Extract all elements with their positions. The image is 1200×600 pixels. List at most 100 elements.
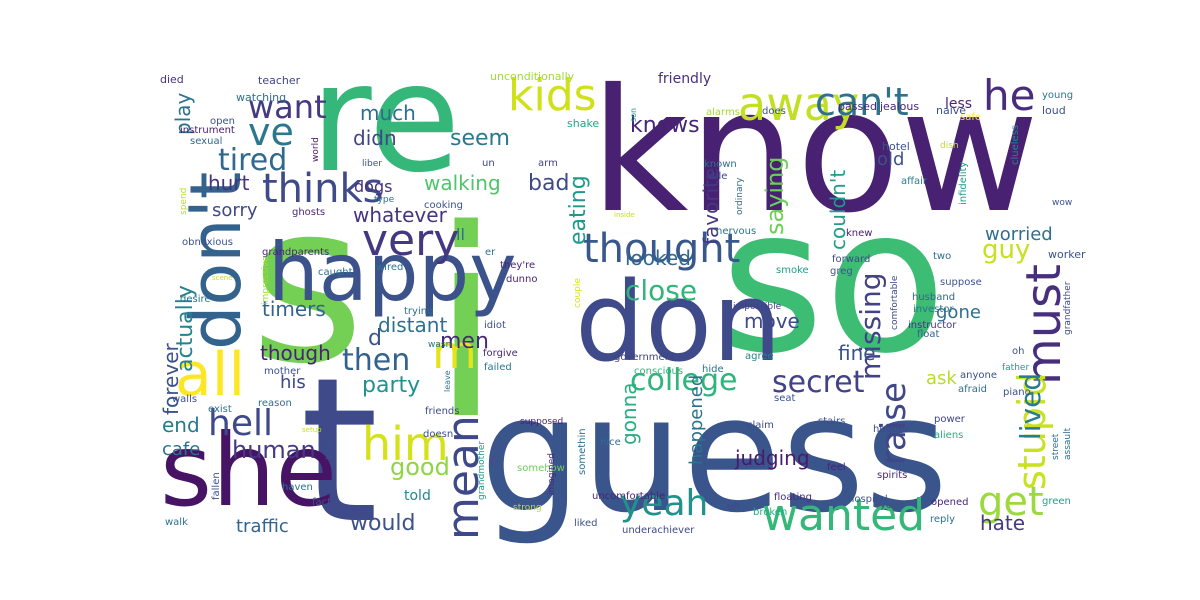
word-son: son — [629, 108, 638, 122]
word-dish: dish — [940, 141, 959, 151]
word-cooking: cooking — [424, 200, 463, 211]
word-get: get — [978, 479, 1044, 525]
word-much: much — [360, 101, 416, 125]
word-teacher: teacher — [258, 74, 301, 87]
word-doesn: doesn — [423, 429, 453, 440]
word-good: good — [390, 453, 450, 481]
word-very: very — [362, 215, 459, 266]
word-smoke: smoke — [776, 265, 809, 276]
word-move: move — [744, 309, 800, 333]
word-timers: timers — [262, 297, 326, 321]
word-does: does — [762, 106, 786, 117]
word-must: must — [1016, 264, 1072, 385]
word-trying: trying — [404, 306, 433, 317]
word-forward: forward — [832, 254, 870, 265]
word-looked: looked — [625, 246, 691, 270]
word-bad: bad — [528, 171, 569, 196]
word-kind: kind — [325, 441, 335, 460]
word-wow: wow — [1052, 198, 1072, 208]
word-scene: scene — [212, 274, 233, 282]
word-somehow: somehow — [517, 463, 565, 474]
word-assault: assault — [1063, 427, 1073, 460]
word-cafe: cafe — [162, 439, 200, 460]
word-oh: oh — [1012, 346, 1024, 357]
word-though: though — [260, 341, 331, 365]
word-want: want — [248, 88, 327, 126]
word-wired: wired — [376, 262, 403, 273]
word-he: he — [983, 71, 1035, 120]
word-known: known — [704, 159, 737, 170]
word-supposed: supposed — [520, 417, 563, 427]
word-walking: walking — [424, 171, 501, 195]
word-reason: reason — [258, 398, 292, 409]
word-young: young — [1042, 90, 1073, 101]
word-spirits: spirits — [877, 470, 907, 481]
word-green: green — [1042, 496, 1071, 507]
word-party: party — [362, 373, 420, 398]
word-hell: hell — [208, 403, 273, 444]
word-knows: knows — [630, 113, 700, 138]
word-couple: couple — [573, 278, 583, 308]
word-happened: happened — [686, 375, 707, 465]
word-hotel: hotel — [882, 140, 910, 153]
word-haven: haven — [282, 482, 313, 493]
word-old: old — [877, 149, 904, 170]
word-idiot: idiot — [484, 320, 506, 331]
word-kids: kids — [508, 70, 597, 121]
word-all: all — [175, 340, 245, 410]
word-suppose: suppose — [940, 277, 982, 288]
word-alarms: alarms — [706, 107, 740, 118]
word-she: she — [160, 412, 337, 529]
word-t: t — [300, 335, 378, 568]
word-whatever: whatever — [353, 203, 448, 227]
word-ask: ask — [926, 368, 957, 389]
word-floating: floating — [774, 492, 812, 503]
word-happy: happy — [268, 226, 517, 319]
word-end: end — [162, 413, 200, 437]
word-don: don — [575, 258, 782, 386]
word-liber: liber — [362, 159, 382, 169]
word-guess: guess — [480, 361, 948, 548]
word-actually: actually — [173, 285, 198, 372]
word-told: told — [404, 488, 431, 504]
word-m: m — [432, 325, 477, 379]
word-lived: lived — [1014, 373, 1047, 440]
word-s: s — [250, 156, 365, 412]
word-worried: worried — [985, 224, 1053, 245]
word-reply: reply — [930, 514, 955, 525]
word-friendly: friendly — [658, 71, 711, 87]
word-then: then — [342, 343, 410, 378]
word-un: un — [482, 158, 495, 169]
word-naive: naive — [936, 104, 966, 117]
word-dogs: dogs — [354, 177, 392, 196]
word-knew: knew — [846, 228, 872, 239]
word-passed: passed — [838, 100, 877, 113]
word-infidelity: infidelity — [958, 162, 969, 205]
word-missing: missing — [854, 272, 887, 380]
word-play: play — [171, 92, 195, 135]
word-underachiever: underachiever — [622, 525, 695, 536]
word-spend: spend — [179, 188, 189, 215]
word-world: world — [311, 137, 321, 162]
word-instrument: instrument — [180, 125, 235, 136]
word-inside: inside — [614, 211, 635, 219]
word-mean: mean — [438, 415, 489, 540]
word-able: able — [706, 171, 727, 182]
word-watching: watching — [236, 91, 286, 104]
word-hate: hate — [980, 511, 1025, 535]
word-walk: walk — [165, 517, 188, 528]
word-two: two — [933, 251, 951, 262]
word-tired: tired — [218, 143, 287, 178]
word-fine: fine — [838, 341, 876, 365]
word-husband: husband — [912, 292, 955, 303]
word-forever: forever — [159, 342, 183, 415]
word-broken: broken — [753, 507, 787, 518]
word-can-t: can't — [815, 80, 909, 124]
word-government: government — [614, 352, 675, 363]
word-grandfather: grandfather — [1063, 281, 1073, 335]
word-greg: greg — [830, 266, 853, 277]
word-forgive: forgive — [483, 348, 518, 359]
word-type: type — [374, 195, 395, 205]
word-failed: failed — [484, 362, 512, 373]
